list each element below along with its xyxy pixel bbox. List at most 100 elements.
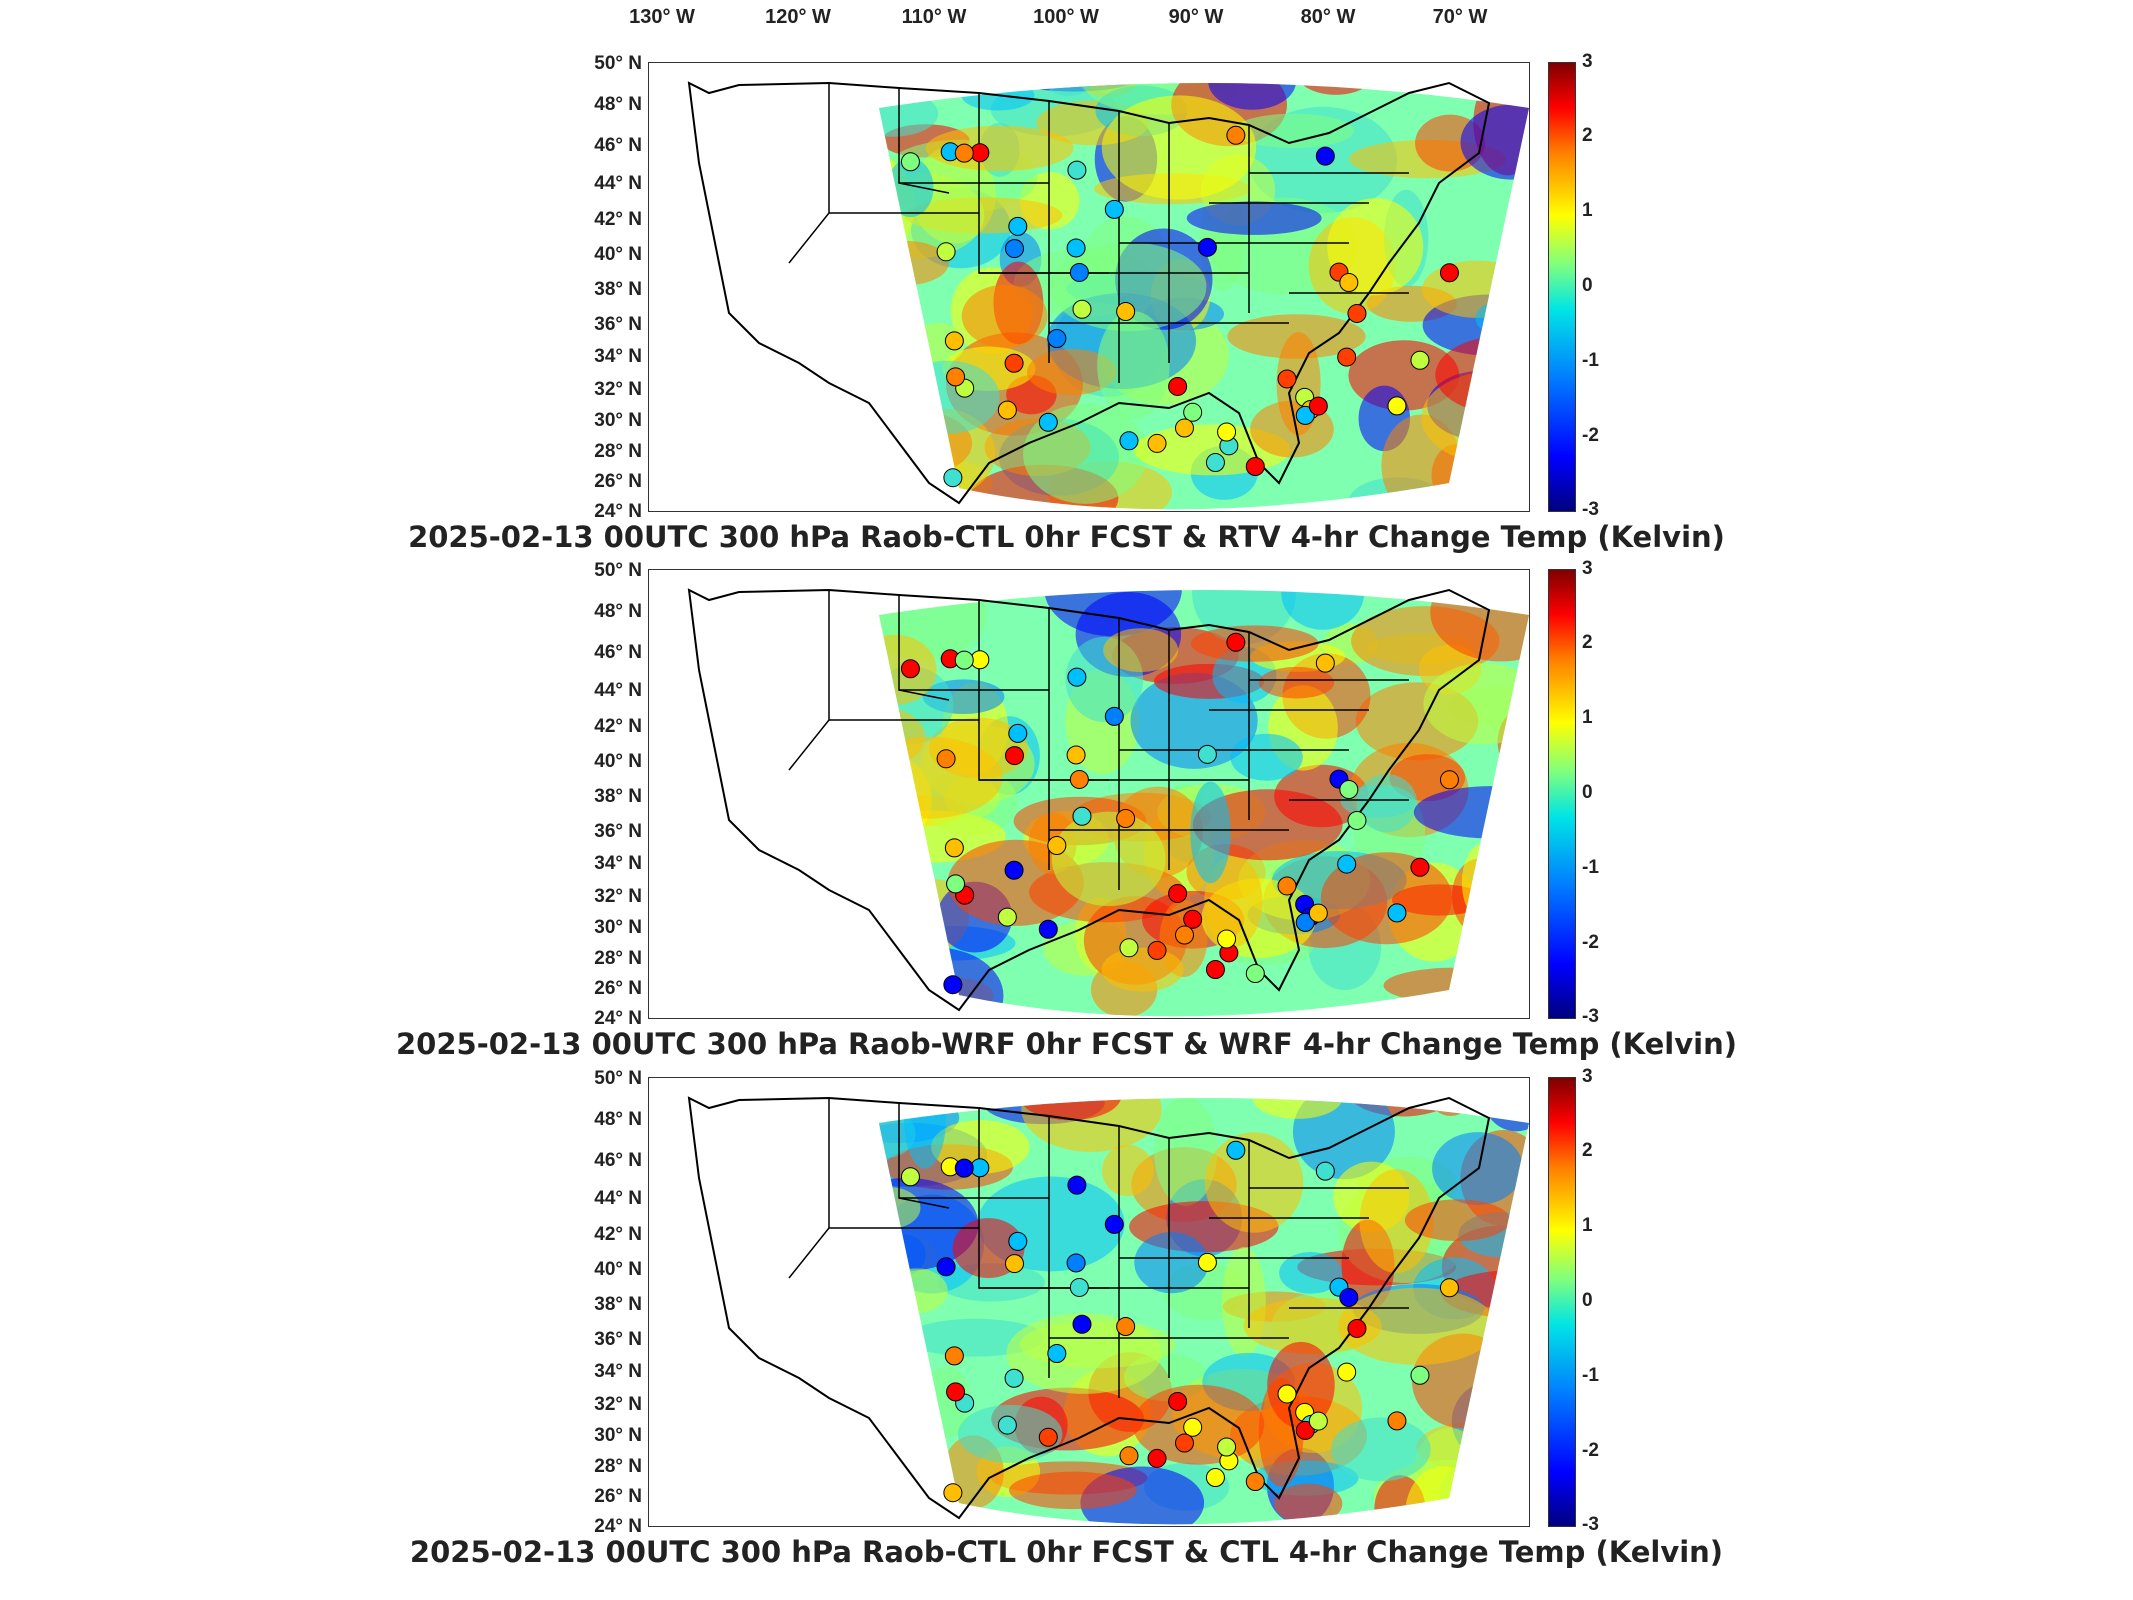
latitude-label: 26° N bbox=[594, 978, 642, 999]
raob-station-marker bbox=[1104, 199, 1124, 219]
latitude-label: 38° N bbox=[594, 1294, 642, 1315]
longitude-label: 120° W bbox=[765, 6, 831, 28]
raob-station-marker bbox=[997, 907, 1017, 927]
colorbar-tick-label: 1 bbox=[1582, 200, 1593, 221]
raob-station-marker bbox=[1069, 1277, 1089, 1297]
latitude-label: 48° N bbox=[594, 601, 642, 622]
raob-station-marker bbox=[1387, 396, 1407, 416]
raob-station-marker bbox=[1004, 239, 1024, 259]
field-blob bbox=[879, 90, 939, 137]
field-blob bbox=[879, 1361, 925, 1459]
latitude-label: 32° N bbox=[594, 886, 642, 907]
raob-station-marker bbox=[1197, 744, 1217, 764]
raob-station-marker bbox=[1047, 835, 1067, 855]
field-blob bbox=[1404, 1199, 1511, 1242]
temperature-field-map bbox=[687, 588, 1529, 1017]
latitude-label: 40° N bbox=[594, 751, 642, 772]
latitude-label: 34° N bbox=[594, 1361, 642, 1382]
field-blob bbox=[1421, 260, 1529, 318]
field-blob bbox=[1051, 811, 1166, 907]
raob-station-marker bbox=[1315, 653, 1335, 673]
latitude-label: 26° N bbox=[594, 471, 642, 492]
raob-station-marker bbox=[1439, 1278, 1459, 1298]
raob-station-marker bbox=[1226, 1140, 1246, 1160]
field-blob bbox=[879, 736, 1003, 819]
raob-station-marker bbox=[1337, 347, 1357, 367]
map-panel: 50° N 48° N 46° N 44° N 42° N 40° N 38° N 36° N… bbox=[0, 50, 2133, 560]
field-blob bbox=[879, 1187, 921, 1229]
us-outline bbox=[687, 588, 1491, 1012]
raob-station-marker bbox=[1308, 1411, 1328, 1431]
colorbar-tick-label: -1 bbox=[1582, 857, 1599, 878]
state-boundary bbox=[788, 1098, 830, 1279]
raob-station-marker bbox=[1069, 262, 1089, 282]
state-boundary bbox=[788, 83, 830, 264]
latitude-label: 40° N bbox=[594, 244, 642, 265]
field-blob bbox=[903, 1098, 947, 1169]
latitude-label: 50° N bbox=[594, 560, 642, 581]
latitude-label: 32° N bbox=[594, 1394, 642, 1415]
field-blob bbox=[1340, 785, 1416, 818]
raob-station-marker bbox=[1174, 1433, 1194, 1453]
latitude-label: 46° N bbox=[594, 642, 642, 663]
panel-title: 2025-02-13 00UTC 300 hPa Raob-WRF 0hr FC… bbox=[395, 1027, 1737, 1061]
colorbar bbox=[1548, 1077, 1576, 1527]
latitude-label: 50° N bbox=[594, 53, 642, 74]
state-boundary bbox=[1209, 1187, 1409, 1309]
raob-station-marker bbox=[1245, 964, 1265, 984]
raob-station-marker bbox=[1147, 940, 1167, 960]
field-blob bbox=[885, 1268, 948, 1314]
raob-station-marker bbox=[936, 242, 956, 262]
raob-station-marker bbox=[1339, 780, 1359, 800]
latitude-label: 32° N bbox=[594, 379, 642, 400]
latitude-label: 24° N bbox=[594, 1008, 642, 1029]
field-blob bbox=[1204, 1132, 1304, 1233]
raob-station-marker bbox=[946, 367, 966, 387]
raob-station-marker bbox=[943, 975, 963, 995]
field-blob bbox=[1232, 113, 1355, 148]
raob-station-marker bbox=[1315, 1161, 1335, 1181]
latitude-label: 44° N bbox=[594, 680, 642, 701]
field-blob bbox=[1475, 301, 1522, 335]
raob-station-marker bbox=[944, 838, 964, 858]
field-blob bbox=[1252, 1098, 1343, 1119]
latitude-label: 44° N bbox=[594, 1188, 642, 1209]
latitude-label: 42° N bbox=[594, 209, 642, 230]
raob-station-marker bbox=[1217, 1437, 1237, 1457]
field-blob bbox=[879, 1377, 913, 1467]
state-boundary bbox=[829, 1197, 1349, 1339]
colorbar bbox=[1548, 62, 1576, 512]
raob-station-marker bbox=[1119, 431, 1139, 451]
field-blob bbox=[1103, 628, 1179, 672]
field-blob bbox=[1190, 781, 1231, 884]
raob-station-marker bbox=[1339, 273, 1359, 293]
raob-station-marker bbox=[900, 152, 920, 172]
raob-station-marker bbox=[1072, 299, 1092, 319]
raob-station-marker bbox=[1295, 912, 1315, 932]
raob-station-marker bbox=[1339, 1288, 1359, 1308]
raob-station-marker bbox=[1004, 746, 1024, 766]
raob-station-marker bbox=[1004, 860, 1024, 880]
colorbar-tick-label: -3 bbox=[1582, 1006, 1599, 1027]
field-blob bbox=[961, 284, 1048, 348]
raob-station-marker bbox=[1226, 125, 1246, 145]
longitude-label: 100° W bbox=[1033, 6, 1099, 28]
raob-station-marker bbox=[1197, 1252, 1217, 1272]
raob-station-marker bbox=[1116, 301, 1136, 321]
field-blob bbox=[1019, 1098, 1122, 1121]
latitude-label: 50° N bbox=[594, 1068, 642, 1089]
map-plot-area bbox=[648, 1077, 1530, 1527]
field-blob bbox=[1430, 590, 1529, 662]
raob-station-marker bbox=[954, 143, 974, 163]
panel-title: 2025-02-13 00UTC 300 hPa Raob-CTL 0hr FC… bbox=[409, 1535, 1724, 1569]
raob-station-marker bbox=[1217, 422, 1237, 442]
latitude-label: 26° N bbox=[594, 1486, 642, 1507]
raob-station-marker bbox=[1439, 263, 1459, 283]
temperature-field-map bbox=[687, 81, 1529, 510]
field-blob bbox=[1097, 311, 1170, 420]
latitude-label: 42° N bbox=[594, 716, 642, 737]
field-blob bbox=[1359, 1169, 1434, 1274]
field-blob bbox=[879, 407, 920, 504]
longitude-label: 70° W bbox=[1432, 6, 1488, 28]
latitude-label: 36° N bbox=[594, 1329, 642, 1350]
